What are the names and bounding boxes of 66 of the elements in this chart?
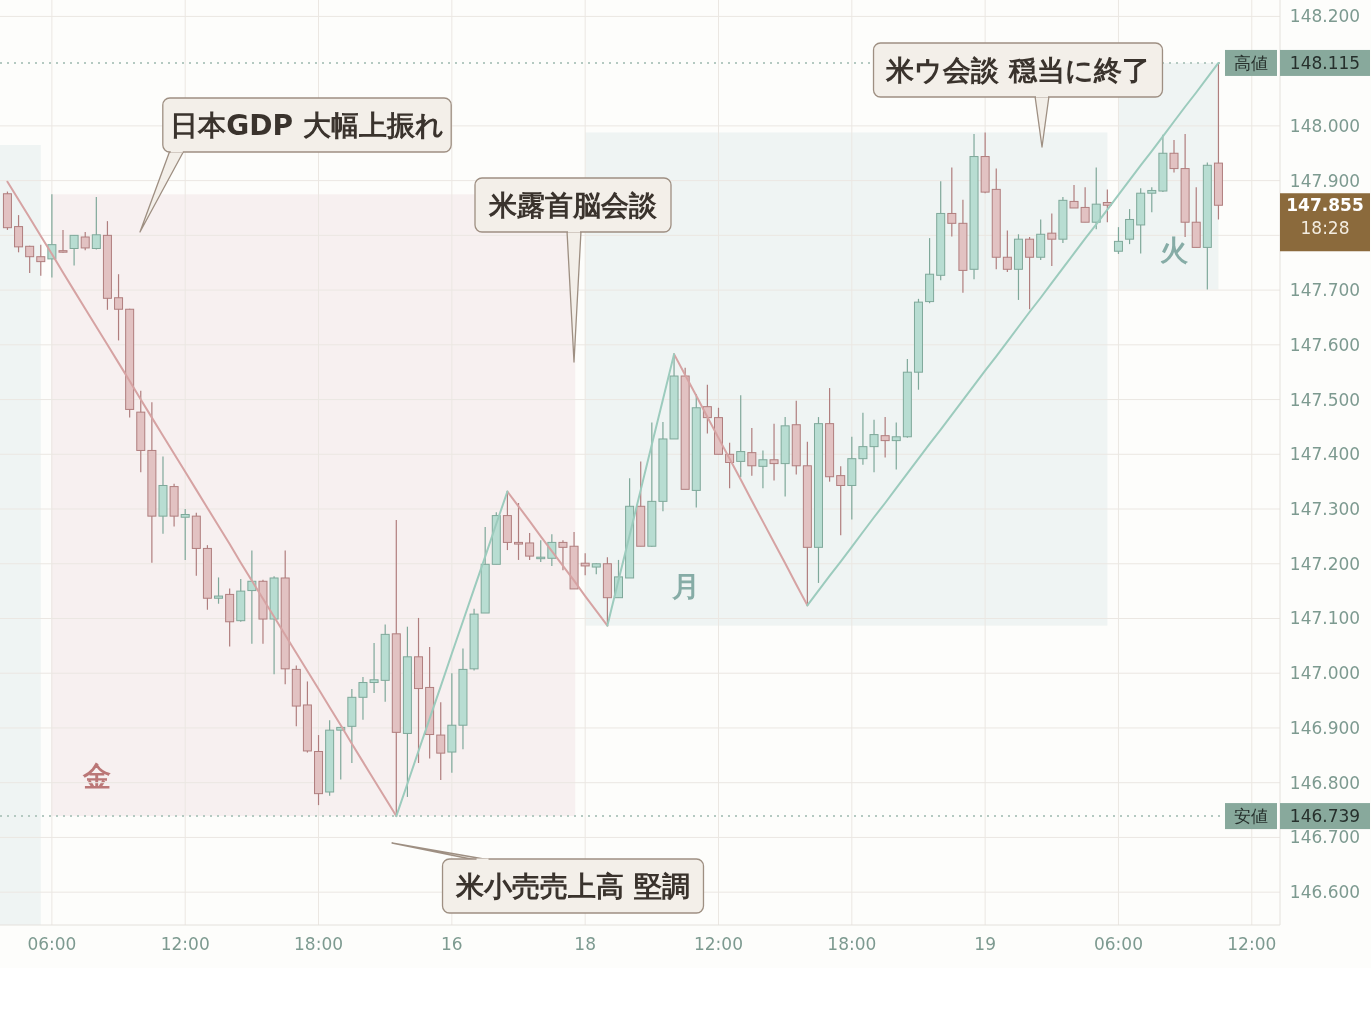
y-tick-label: 148.200	[1289, 6, 1361, 27]
candlestick	[769, 423, 779, 482]
candlestick	[36, 244, 46, 277]
y-tick-label: 147.500	[1289, 389, 1361, 410]
candlestick	[180, 508, 190, 561]
y-tick-label: 146.600	[1289, 882, 1361, 903]
annotation: 月	[671, 569, 701, 603]
candlestick	[514, 502, 524, 561]
annotation: 金	[82, 760, 111, 794]
annotation: 火	[1160, 233, 1190, 267]
candlestick	[947, 166, 957, 238]
candlestick	[214, 576, 224, 605]
y-tick-label: 147.100	[1289, 608, 1361, 629]
x-tick-label: 18:00	[827, 933, 877, 954]
x-tick-label: 18	[574, 933, 596, 954]
candlestick	[1036, 218, 1046, 261]
candlestick	[1002, 229, 1012, 273]
candlestick	[1113, 226, 1123, 255]
text: 高値 148.115	[1234, 52, 1361, 73]
candlestick	[736, 394, 746, 478]
candlestick	[114, 273, 124, 342]
candlestick	[14, 214, 24, 253]
x-tick-label: 12:00	[160, 933, 210, 954]
y-tick-label: 148.000	[1289, 115, 1361, 136]
x-tick-label: 12:00	[1227, 933, 1277, 954]
y-tick-label: 147.900	[1289, 170, 1361, 191]
text: 安値 146.739	[1234, 806, 1361, 827]
x-tick-label: 12:00	[693, 933, 743, 954]
candlestick	[1147, 186, 1157, 213]
annotation: 米露首脳会談	[488, 189, 658, 223]
candlestick	[80, 231, 90, 251]
y-tick-label: 147.000	[1289, 663, 1361, 684]
text: 18:28	[1300, 218, 1350, 239]
candlestick	[69, 234, 79, 267]
x-tick-label: 06:00	[27, 933, 77, 954]
candlestick	[1047, 212, 1057, 267]
y-tick-label: 146.800	[1289, 772, 1361, 793]
candlestick	[58, 229, 68, 254]
x-tick-label: 16	[441, 933, 463, 954]
candlestick	[891, 421, 901, 471]
candlestick	[880, 416, 890, 459]
y-tick-label: 147.200	[1289, 553, 1361, 574]
x-tick-label: 18:00	[294, 933, 344, 954]
candlestick	[580, 552, 590, 576]
x-tick-label: 06:00	[1093, 933, 1143, 954]
candlestick	[436, 701, 446, 781]
y-tick-label: 147.700	[1289, 280, 1361, 301]
y-tick-label: 147.300	[1289, 498, 1361, 519]
candlestick	[758, 449, 768, 489]
x-tick-label: 19	[974, 933, 996, 954]
y-tick-label: 146.900	[1289, 717, 1361, 738]
y-tick-label: 147.400	[1289, 444, 1361, 465]
candlestick	[91, 196, 101, 251]
annotation: 日本GDP 大幅上振れ	[170, 109, 444, 143]
text: 147.855	[1286, 195, 1364, 216]
candlestick	[1125, 208, 1135, 245]
candlestick	[836, 465, 846, 536]
annotation: 米ウ会談 穏当に終了	[885, 54, 1150, 88]
candlestick	[25, 245, 35, 274]
candlestick	[1091, 166, 1101, 230]
candlestick	[747, 427, 757, 477]
annotation: 米小売売上高 堅調	[455, 870, 690, 904]
candlestick	[1025, 236, 1035, 310]
candlestick	[525, 532, 535, 561]
y-tick-label: 146.700	[1289, 827, 1361, 848]
y-tick-label: 147.600	[1289, 334, 1361, 355]
